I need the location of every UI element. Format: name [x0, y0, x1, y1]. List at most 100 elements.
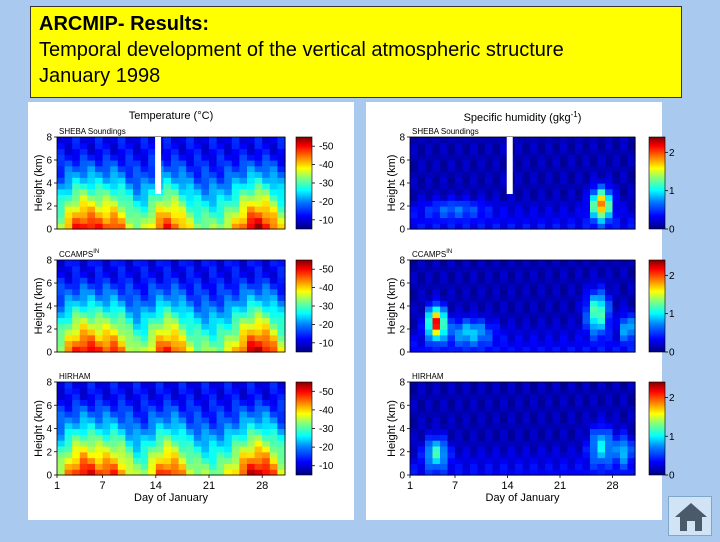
heatmap-cell [117, 393, 126, 401]
heatmap-cell [507, 340, 516, 347]
heatmap-cell [492, 323, 501, 330]
heatmap-cell [79, 223, 88, 230]
panel-label-superscript: IN [93, 249, 99, 255]
heatmap-cell [224, 188, 233, 196]
heatmap-cell [500, 294, 509, 301]
heatmap-cell [447, 260, 456, 267]
heatmap-cell [186, 171, 195, 178]
heatmap-cell [612, 387, 621, 395]
heatmap-cell [262, 434, 271, 441]
heatmap-cell [239, 142, 248, 150]
heatmap-cell [269, 211, 278, 219]
heatmap-cell [87, 294, 96, 301]
heatmap-cell [440, 137, 449, 144]
heatmap-cell [110, 422, 119, 430]
heatmap-cell [560, 405, 569, 412]
heatmap-cell [262, 211, 271, 219]
heatmap-cell [224, 422, 233, 430]
heatmap-cell [567, 223, 576, 230]
heatmap-cell [500, 200, 509, 207]
heatmap-cell [87, 340, 96, 347]
heatmap-cell [410, 405, 419, 412]
heatmap-cell [95, 194, 104, 201]
heatmap-cell [277, 334, 286, 342]
heatmap-cell [470, 223, 479, 230]
heatmap-cell [432, 387, 441, 395]
heatmap-cell [201, 422, 210, 430]
heatmap-cell [201, 283, 210, 290]
heatmap-cell [163, 463, 172, 470]
heatmap-cell [417, 206, 426, 213]
heatmap-cell [567, 154, 576, 161]
heatmap-cell [125, 469, 134, 476]
heatmap-cell [477, 340, 486, 347]
heatmap-cell [247, 171, 256, 178]
temperature-x-axis-label: Day of January [134, 492, 208, 504]
heatmap-cell [148, 382, 157, 389]
heatmap-cell [148, 399, 157, 406]
heatmap-cell [515, 194, 524, 201]
heatmap-cell [500, 440, 509, 447]
heatmap-cell [110, 306, 119, 313]
heatmap-cell [432, 194, 441, 201]
heatmap-cell [269, 277, 278, 284]
heatmap-cell [254, 399, 263, 406]
heatmap-cell [485, 311, 494, 319]
heatmap-cell [522, 206, 531, 213]
home-button[interactable] [668, 496, 712, 536]
heatmap-cell [522, 440, 531, 447]
heatmap-cell [140, 317, 149, 324]
heatmap-cell [254, 434, 263, 441]
heatmap-cell [87, 451, 96, 459]
heatmap-cell [201, 294, 210, 301]
heatmap-cell [605, 183, 614, 190]
heatmap-cell [269, 223, 278, 230]
heatmap-cell [492, 165, 501, 173]
heatmap-cell [515, 382, 524, 389]
heatmap-cell [140, 300, 149, 307]
heatmap-cell [545, 183, 554, 190]
heatmap-cell [193, 160, 202, 167]
heatmap-cell [155, 469, 164, 476]
heatmap-cell [575, 451, 584, 459]
heatmap-cell [477, 171, 486, 178]
temperature-y-axis-label-2: Height (km) [33, 278, 45, 335]
heatmap-cell [57, 177, 66, 184]
heatmap-cell [140, 223, 149, 230]
heatmap-cell [163, 382, 172, 389]
heatmap-cell [72, 457, 81, 464]
heatmap-cell [605, 177, 614, 184]
heatmap-cell [627, 288, 636, 296]
heatmap-cell [470, 323, 479, 330]
heatmap-cell [485, 294, 494, 301]
heatmap-cell [262, 165, 271, 173]
heatmap-cell [582, 265, 591, 273]
heatmap-cell [620, 411, 629, 418]
heatmap-cell [64, 340, 73, 347]
heatmap-cell [462, 148, 471, 155]
heatmap-cell [537, 194, 546, 201]
heatmap-cell [485, 469, 494, 476]
heatmap-cell [231, 165, 240, 173]
heatmap-cell [530, 382, 539, 389]
heatmap-cell [201, 154, 210, 161]
heatmap-cell [590, 445, 599, 453]
heatmap-cell [87, 306, 96, 313]
heatmap-cell [432, 223, 441, 230]
heatmap-cell [277, 194, 286, 201]
heatmap-cell [125, 294, 134, 301]
heatmap-cell [590, 188, 599, 196]
heatmap-cell [95, 323, 104, 330]
heatmap-cell [231, 457, 240, 464]
heatmap-cell [148, 277, 157, 284]
heatmap-cell [178, 194, 187, 201]
heatmap-cell [575, 317, 584, 324]
heatmap-cell [417, 469, 426, 476]
heatmap-cell [590, 387, 599, 395]
heatmap-cell [140, 340, 149, 347]
heatmap-cell [627, 183, 636, 190]
humidity-panel-label-3: HIRHAM [412, 372, 444, 381]
heatmap-cell [178, 323, 187, 330]
heatmap-cell [605, 165, 614, 173]
heatmap-cell [605, 160, 614, 167]
